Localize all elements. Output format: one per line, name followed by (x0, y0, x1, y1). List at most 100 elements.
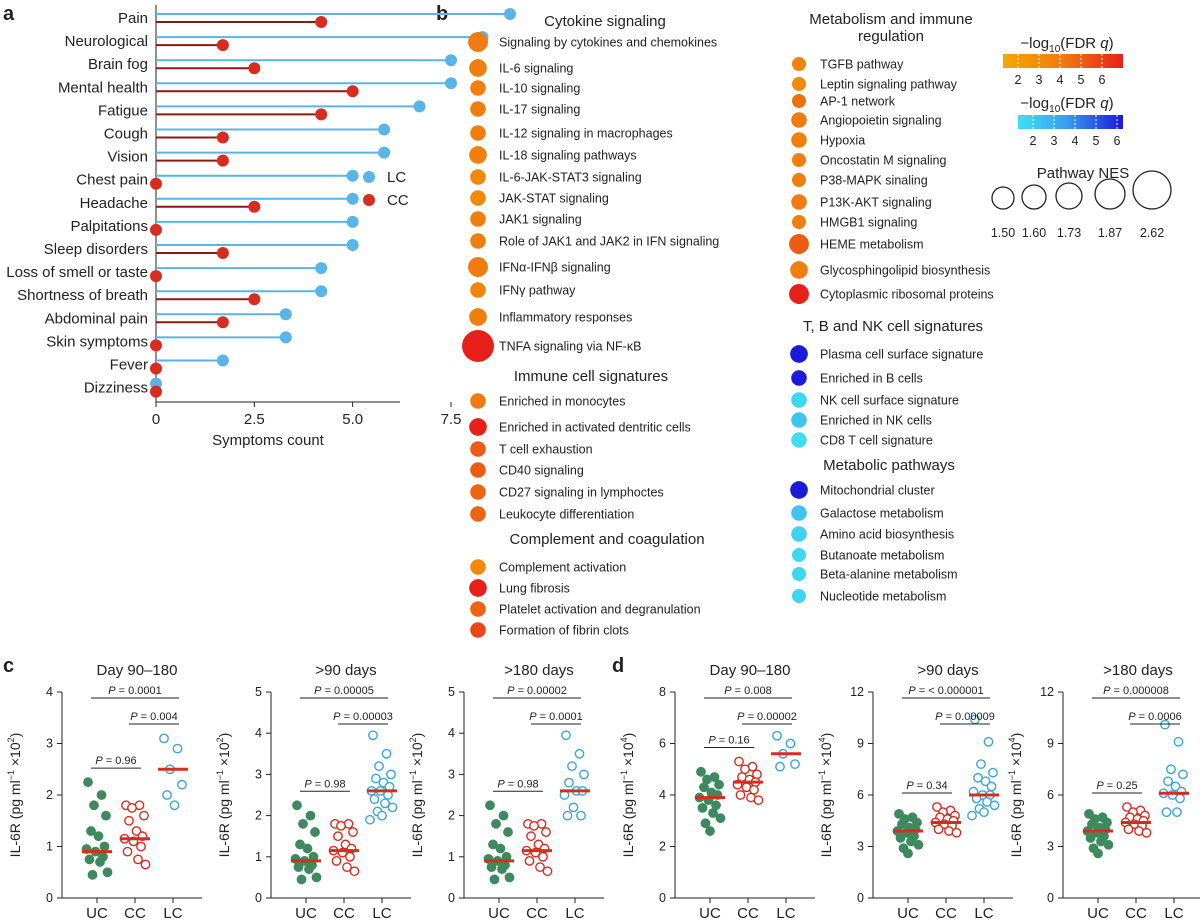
plot-d-5-point-CC-0 (932, 802, 942, 812)
plot-d-6-point-CC-12 (1141, 827, 1152, 838)
plot-c-1-x-label-CC: CC (124, 905, 146, 922)
plot-c-1-point-UC-1 (96, 790, 107, 800)
pathway-label-lung-fibrosis: Lung fibrosis (499, 582, 570, 596)
plot-c-1-pvalue-0-prefix: P (95, 755, 103, 767)
plot-d-6-pvalue-0-prefix: P (1096, 780, 1104, 792)
plot-c-1-pvalue-0-value: = 0.96 (103, 755, 137, 767)
plot-d-6-point-LC-9 (1175, 793, 1185, 804)
cc-point-shortness-of-breath (248, 293, 261, 306)
plot-c-3-point-CC-2 (529, 821, 539, 831)
plot-d-6-point-LC-5 (1170, 781, 1181, 792)
cc-point-palpitations (150, 223, 162, 236)
plot-c-3-point-UC-5 (495, 843, 506, 854)
category-label-sleep-disorders: Sleep disorders (44, 241, 148, 258)
pathway-label-oncostatin-m-signaling: Oncostatin M signaling (820, 154, 947, 168)
plot-d-4-x-label-UC: UC (699, 905, 721, 922)
nes-legend-label-1: 1.60 (1022, 226, 1046, 240)
plot-d-5-pvalue-1: P = 0.00009 (935, 711, 995, 723)
pathway-dot-t-cell-exhaustion (470, 441, 486, 457)
plot-c-2-point-LC-2 (374, 761, 384, 772)
pathway-dot-cytoplasmic-ribosomal-proteins (789, 284, 809, 304)
plot-d-5-point-LC-12 (989, 800, 1000, 811)
plot-d-6-pvalue-1: P = 0.0006 (1128, 711, 1182, 723)
cc-point-fatigue (315, 108, 328, 121)
plot-c-3-point-UC-12 (504, 872, 515, 883)
plot-d-4-y-label: IL-6R (pg ml−1 ×104) (619, 733, 636, 858)
plot-c-3-pvalue-2: P = 0.00002 (507, 685, 567, 697)
category-label-headache: Headache (80, 195, 148, 212)
pathway-dot-il-12-signaling-in-macrophages (470, 125, 486, 141)
cc-point-pain (315, 16, 328, 28)
plot-d-4-pvalue-0: P = 0.16 (708, 735, 749, 747)
plot-c-2-y-tick-label-4: 4 (255, 726, 262, 740)
plot-d-4-pvalue-1-prefix: P (737, 711, 745, 723)
plot-c-2-point-UC-11 (304, 864, 314, 875)
plot-c-3-y-tick-label-0: 0 (448, 891, 455, 905)
plot-d-6-x-label-UC: UC (1087, 905, 1109, 922)
nes-legend-title: Pathway NES (1037, 165, 1130, 182)
plot-c-3-y-label: IL-6R (pg ml−1 ×102) (408, 733, 425, 858)
plot-c-2-point-UC-0 (292, 800, 302, 811)
pathway-label-p13k-akt-signaling: P13K-AKT signaling (820, 196, 932, 210)
fdr-warm-title-q: q (1100, 35, 1109, 52)
panel-b-pathway-enrichment: Cytokine signaling Signaling by cytokines… (462, 11, 1172, 638)
plot-d-6-point-UC-14 (1093, 848, 1103, 859)
plot-d-4-point-UC-4 (699, 782, 709, 793)
plot-c-1-point-UC-13 (87, 869, 98, 880)
nes-legend-label-0: 1.50 (991, 226, 1015, 240)
group-title-immune-cell-signatures: Immune cell signatures (514, 368, 668, 385)
plot-d-6-point-LC-0 (1160, 719, 1170, 730)
legend-lc-marker (363, 171, 375, 183)
lc-point-vision (378, 146, 391, 159)
plot-c-3-x-label-LC: LC (565, 905, 584, 922)
plot-c-3-point-UC-2 (491, 818, 501, 829)
plot-d-6-y-label-post: ) (1008, 733, 1024, 738)
plot-d-6-point-LC-10 (1161, 807, 1172, 818)
pathway-dot-p13k-akt-signaling (791, 194, 807, 210)
pathway-dot-cd27-signaling-in-lymphoctes (470, 484, 486, 500)
plot-d-4-y-label-exp2: 4 (619, 737, 629, 742)
plot-d-4-point-LC-0 (772, 730, 782, 741)
plot-d-4-pvalue-1: P = 0.00002 (737, 711, 797, 723)
pathway-label-il-12-signaling-in-macrophages: IL-12 signaling in macrophages (499, 127, 673, 141)
plot-c-2-y-label-mid: ×10 (216, 742, 232, 770)
plot-d-6-point-LC-2 (1166, 764, 1176, 775)
plot-c-1-y-tick-label-2: 2 (46, 788, 53, 802)
pathway-dot-plasma-cell-surface-signature (790, 345, 808, 363)
plot-c-2-y-tick-label-2: 2 (255, 809, 262, 823)
panel-a-x-label: Symptoms count (212, 432, 325, 449)
plot-d-5-y-tick-label-4: 12 (850, 685, 864, 699)
fdr-cool-colorbar (1018, 115, 1123, 129)
pathway-label-cd27-signaling-in-lymphoctes: CD27 signaling in lymphoctes (499, 486, 664, 500)
plot-c-1-point-UC-0 (83, 777, 93, 788)
plot-c-3-pvalue-1-value: = 0.0001 (537, 711, 583, 723)
pathway-dot-ifn-pathway (470, 282, 486, 298)
category-label-loss-of-smell-or-taste: Loss of smell or taste (6, 264, 148, 281)
plot-c-1-point-CC-10 (122, 846, 133, 857)
plot-d-6-point-UC-0 (1084, 808, 1094, 819)
pathway-dot-leukocyte-differentiation (470, 506, 486, 522)
plot-c-2-x-label-CC: CC (333, 905, 355, 922)
pathway-dot-cd8-t-cell-signature (791, 432, 807, 448)
plot-d-6-title: >180 days (1103, 662, 1173, 679)
plot-d-6-pvalue-0-value: = 0.25 (1104, 780, 1138, 792)
plot-c-3-point-CC-11 (535, 862, 545, 872)
pathway-dot-complement-activation (470, 559, 486, 575)
plot-c-2-point-CC-3 (348, 827, 358, 837)
pathway-label-cd8-t-cell-signature: CD8 T cell signature (820, 434, 933, 448)
plot-c-3-x-label-UC: UC (488, 905, 510, 922)
plot-c-3-point-UC-11 (497, 864, 507, 875)
plot-c-1-point-UC-5 (93, 831, 104, 842)
pathway-dot-beta-alanine-metabolism (792, 567, 806, 581)
category-label-fatigue: Fatigue (98, 102, 148, 119)
plot-c-2-y-label-pre: IL-6R (pg ml (216, 780, 232, 857)
group-title-metabolic-pathways: Metabolic pathways (823, 457, 955, 474)
plot-c-1-y-tick-label-4: 4 (46, 685, 53, 699)
plot-c-1-pvalue-1: P = 0.004 (130, 711, 177, 723)
plot-d-4-point-UC-14 (705, 826, 715, 836)
plot-d-4-point-UC-13 (700, 818, 711, 829)
pathway-label-cd40-signaling: CD40 signaling (499, 464, 584, 478)
plot-c-3-point-CC-9 (538, 851, 548, 862)
pathway-label-nucleotide-metabolism: Nucleotide metabolism (820, 590, 946, 604)
pathway-label-signaling-by-cytokines-and-chemokines: Signaling by cytokines and chemokines (499, 36, 717, 50)
